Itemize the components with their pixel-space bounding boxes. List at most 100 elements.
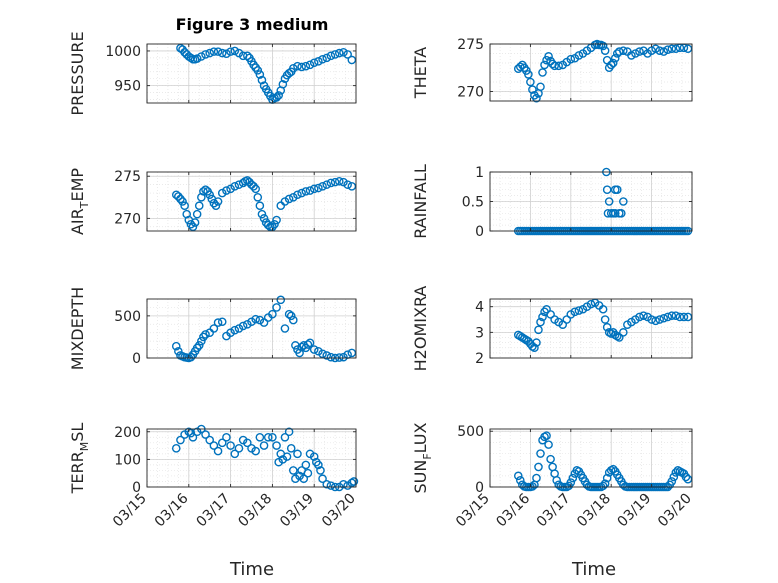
data-point xyxy=(538,68,547,77)
data-point xyxy=(259,214,269,223)
data-point xyxy=(647,46,656,55)
data-point xyxy=(249,182,258,191)
data-point xyxy=(542,431,551,440)
data-point xyxy=(562,315,572,324)
data-point xyxy=(608,464,618,474)
data-point xyxy=(272,93,281,102)
y-axis-label: MIXDEPTH xyxy=(68,287,87,370)
data-point xyxy=(238,321,248,331)
data-point xyxy=(339,479,348,489)
data-point xyxy=(619,197,628,206)
subplot-4: 0 0.5 1 RAINFALL xyxy=(411,164,693,240)
data-point xyxy=(284,68,294,78)
data-point xyxy=(217,317,227,327)
data-point xyxy=(213,318,223,327)
x-axis-label-left: Time xyxy=(229,559,274,580)
data-point xyxy=(671,44,681,54)
y-axis-label: RAINFALL xyxy=(411,164,430,239)
subplot-1: 950 1000 PRESSURE xyxy=(68,31,357,116)
data-point xyxy=(516,476,525,485)
data-point xyxy=(598,41,608,51)
data-point xyxy=(201,50,210,59)
data-point xyxy=(659,313,669,323)
data-point xyxy=(226,47,235,56)
y-tick-label: 500 xyxy=(114,309,141,325)
axes-box xyxy=(146,171,357,232)
data-point xyxy=(619,46,628,55)
data-point xyxy=(598,481,608,491)
data-point xyxy=(667,44,677,54)
data-point xyxy=(253,66,263,75)
data-point xyxy=(171,341,181,351)
data-point xyxy=(186,219,196,229)
data-markers xyxy=(513,431,693,492)
data-point xyxy=(186,352,196,362)
data-point xyxy=(574,51,584,60)
y-tick-label: 950 xyxy=(114,79,141,95)
data-point xyxy=(255,201,265,211)
data-point xyxy=(586,299,596,309)
data-point xyxy=(213,47,223,56)
data-point xyxy=(606,60,616,70)
data-point xyxy=(554,61,563,71)
x-axis-label-right: Time xyxy=(571,559,616,580)
data-point xyxy=(303,340,313,349)
data-point xyxy=(552,476,561,485)
data-point xyxy=(600,315,610,324)
data-point xyxy=(217,188,227,198)
data-point xyxy=(326,481,336,490)
data-point xyxy=(318,54,327,64)
data-point xyxy=(268,432,277,442)
data-point xyxy=(205,435,214,445)
data-point xyxy=(667,311,677,320)
data-point xyxy=(602,322,612,332)
data-point xyxy=(297,62,306,72)
data-point xyxy=(213,446,223,456)
data-point xyxy=(534,462,543,472)
data-point xyxy=(671,311,681,320)
data-point xyxy=(263,220,273,230)
data-point xyxy=(280,324,290,333)
data-point xyxy=(574,306,584,315)
y-tick-label: 275 xyxy=(114,169,141,185)
data-point xyxy=(209,441,219,450)
data-point xyxy=(286,444,296,453)
data-point xyxy=(318,182,327,191)
data-point xyxy=(278,79,288,89)
data-point xyxy=(234,444,244,453)
data-point xyxy=(272,441,281,450)
data-point xyxy=(602,473,612,483)
data-point xyxy=(222,432,231,442)
data-point xyxy=(274,91,283,100)
data-markers xyxy=(176,43,357,104)
data-point xyxy=(209,47,219,56)
data-point xyxy=(222,49,231,59)
data-point xyxy=(253,192,263,202)
data-point xyxy=(663,45,673,55)
data-point xyxy=(558,320,568,329)
data-point xyxy=(222,186,231,195)
data-point xyxy=(318,349,327,359)
figure-title: Figure 3 medium xyxy=(176,15,329,34)
data-point xyxy=(532,473,541,483)
y-tick-label: 100 xyxy=(114,452,141,468)
data-markers xyxy=(171,424,359,492)
data-point xyxy=(339,352,348,362)
data-point xyxy=(309,345,319,354)
data-point xyxy=(534,325,543,335)
data-point xyxy=(316,466,325,475)
data-point xyxy=(610,208,620,218)
data-point xyxy=(347,478,357,488)
y-axis-label: SUNFLUX xyxy=(411,422,434,493)
data-point xyxy=(188,222,198,232)
data-point xyxy=(675,312,685,322)
data-point xyxy=(280,197,290,206)
data-point xyxy=(217,48,227,58)
data-point xyxy=(282,452,292,461)
plot-area xyxy=(147,44,356,103)
data-point xyxy=(186,53,196,63)
data-point xyxy=(349,477,359,486)
axes-box xyxy=(146,43,357,104)
